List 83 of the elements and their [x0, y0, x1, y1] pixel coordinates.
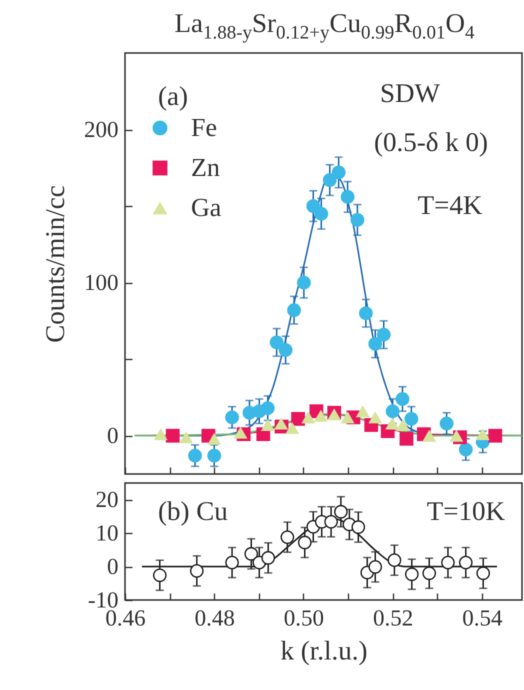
x-axis-title: k (r.l.u.) — [280, 636, 368, 666]
point — [450, 430, 464, 442]
point — [225, 556, 239, 570]
point — [458, 556, 473, 570]
point — [340, 411, 354, 424]
y-tick-label: 20 — [96, 487, 118, 512]
point — [351, 520, 366, 534]
point — [396, 419, 410, 431]
point — [368, 336, 382, 351]
y-axis-title: Counts/min/cc — [40, 185, 70, 343]
point — [207, 448, 222, 463]
legend-label: Fe — [191, 113, 217, 142]
point — [350, 212, 364, 227]
legend-label: Ga — [191, 193, 222, 222]
point — [441, 556, 455, 570]
point — [298, 536, 312, 550]
point — [385, 418, 400, 430]
point — [234, 426, 248, 439]
point — [358, 306, 373, 320]
annotation: SDW — [380, 78, 441, 108]
point — [476, 566, 490, 580]
point — [261, 551, 276, 565]
point — [458, 442, 473, 456]
point — [260, 401, 275, 416]
point — [324, 514, 338, 529]
point — [340, 190, 354, 204]
point — [225, 410, 239, 424]
y-tick-label: 10 — [96, 520, 118, 546]
point — [280, 530, 294, 544]
point — [376, 328, 391, 342]
point — [274, 418, 288, 430]
annotation: (a) — [158, 81, 188, 111]
x-tick-label: 0.54 — [462, 606, 503, 630]
point — [368, 560, 382, 574]
point — [260, 419, 275, 431]
point — [152, 568, 167, 582]
point — [207, 432, 222, 445]
point — [404, 412, 418, 426]
point — [476, 428, 490, 440]
x-tick-label: 0.48 — [194, 606, 235, 630]
point — [154, 428, 168, 440]
legend-label: Zn — [191, 153, 220, 182]
point — [306, 199, 320, 213]
point — [270, 335, 284, 350]
point — [314, 206, 328, 221]
point — [396, 392, 410, 406]
point — [179, 431, 194, 444]
point — [285, 422, 300, 434]
point — [278, 343, 292, 357]
point — [386, 404, 400, 418]
y-tick-label: 100 — [84, 270, 118, 296]
point — [440, 416, 454, 430]
point — [296, 276, 311, 290]
point — [404, 567, 419, 582]
point — [422, 566, 436, 580]
point — [190, 564, 204, 578]
point — [322, 173, 337, 187]
chart-title: La$_{1.88-y}$Sr$_{0.12+y}$Cu$_{0.99}$R$_{0.01}$O$_{4}$ — [174, 8, 475, 44]
point — [287, 303, 301, 318]
point — [188, 448, 202, 463]
annotation: T=10K — [426, 496, 506, 526]
annotation: T=4K — [418, 190, 483, 220]
point — [332, 166, 346, 180]
x-tick-label: 0.52 — [373, 606, 414, 630]
annotation: (0.5-δ k 0) — [374, 127, 488, 157]
point — [400, 432, 414, 446]
point — [314, 410, 328, 422]
y-tick-label: 200 — [84, 117, 118, 142]
point — [166, 428, 180, 443]
y-tick-label: 0 — [107, 554, 118, 580]
point — [488, 428, 502, 443]
point — [334, 504, 348, 519]
point — [356, 405, 370, 418]
point — [422, 430, 436, 442]
point — [291, 412, 305, 426]
point — [388, 553, 402, 568]
point — [368, 411, 382, 424]
point — [327, 408, 342, 420]
x-tick-label: 0.50 — [284, 606, 324, 630]
annotation: (b) Cu — [158, 496, 228, 526]
point — [301, 411, 316, 424]
y-tick-label: 0 — [107, 423, 118, 448]
point — [244, 547, 258, 561]
